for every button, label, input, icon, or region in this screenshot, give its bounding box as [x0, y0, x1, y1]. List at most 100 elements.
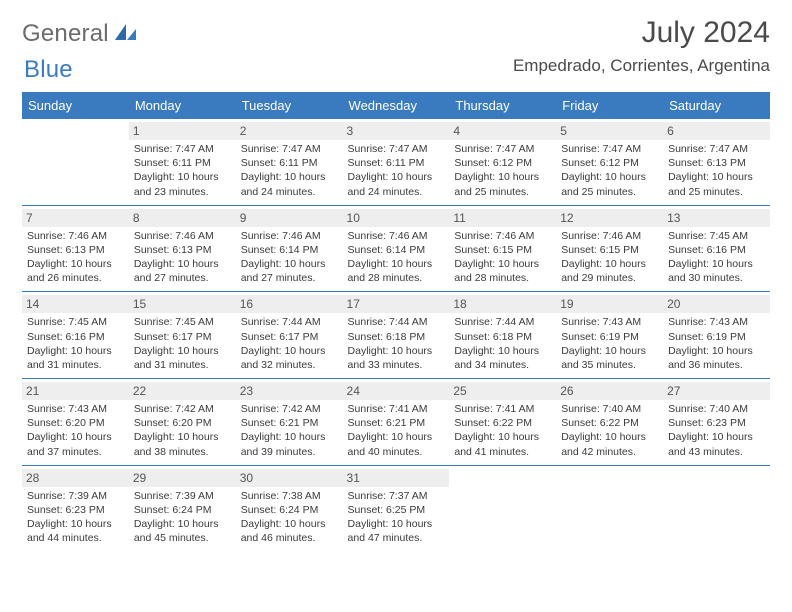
day-details: Sunrise: 7:43 AMSunset: 6:19 PMDaylight:…	[667, 315, 766, 372]
sunrise-line: Sunrise: 7:46 AM	[348, 229, 445, 243]
calendar-day-cell: 19Sunrise: 7:43 AMSunset: 6:19 PMDayligh…	[556, 292, 663, 379]
sunset-line: Sunset: 6:17 PM	[134, 330, 231, 344]
sunrise-line: Sunrise: 7:45 AM	[668, 229, 765, 243]
calendar-day-cell: 25Sunrise: 7:41 AMSunset: 6:22 PMDayligh…	[449, 379, 556, 466]
day-number: 15	[129, 295, 236, 313]
day-number: 13	[663, 209, 770, 227]
day-number: 11	[449, 209, 556, 227]
sunset-line: Sunset: 6:22 PM	[561, 416, 658, 430]
month-year-title: July 2024	[513, 16, 770, 50]
day-number: 16	[236, 295, 343, 313]
daylight-line: Daylight: 10 hours and 24 minutes.	[241, 170, 338, 198]
day-details: Sunrise: 7:38 AMSunset: 6:24 PMDaylight:…	[240, 489, 339, 546]
calendar-day-cell: 30 Sunrise: 7:38 AMSunset: 6:24 PMDayligh…	[236, 465, 343, 551]
sunrise-line: Sunrise: 7:44 AM	[454, 315, 551, 329]
sunset-line: Sunset: 6:22 PM	[454, 416, 551, 430]
calendar-day-cell: 13 Sunrise: 7:45 AMSunset: 6:16 PMDayligh…	[663, 205, 770, 292]
calendar-day-cell	[22, 119, 129, 206]
sunrise-line: Sunrise: 7:37 AM	[348, 489, 445, 503]
sunrise-line: Sunrise: 7:45 AM	[134, 315, 231, 329]
calendar-day-cell: 20Sunrise: 7:43 AMSunset: 6:19 PMDayligh…	[663, 292, 770, 379]
daylight-line: Daylight: 10 hours and 46 minutes.	[241, 517, 338, 545]
daylight-line: Daylight: 10 hours and 32 minutes.	[241, 344, 338, 372]
daylight-line: Daylight: 10 hours and 31 minutes.	[134, 344, 231, 372]
daylight-line: Daylight: 10 hours and 30 minutes.	[668, 257, 765, 285]
calendar-body: 1Sunrise: 7:47 AMSunset: 6:11 PMDaylight…	[22, 119, 770, 552]
sunset-line: Sunset: 6:11 PM	[134, 156, 231, 170]
sunrise-line: Sunrise: 7:47 AM	[348, 142, 445, 156]
daylight-line: Daylight: 10 hours and 27 minutes.	[134, 257, 231, 285]
day-number: 12	[556, 209, 663, 227]
day-details: Sunrise: 7:37 AMSunset: 6:25 PMDaylight:…	[347, 489, 446, 546]
brand-part2: Blue	[24, 56, 73, 83]
weekday-header: Tuesday	[236, 93, 343, 119]
day-number: 2	[236, 122, 343, 140]
daylight-line: Daylight: 10 hours and 25 minutes.	[454, 170, 551, 198]
day-number: 19	[556, 295, 663, 313]
day-number: 22	[129, 382, 236, 400]
calendar-day-cell	[449, 465, 556, 551]
sunset-line: Sunset: 6:19 PM	[561, 330, 658, 344]
sunset-line: Sunset: 6:15 PM	[454, 243, 551, 257]
calendar-day-cell: 12Sunrise: 7:46 AMSunset: 6:15 PMDayligh…	[556, 205, 663, 292]
day-number: 9	[236, 209, 343, 227]
day-number: 1	[129, 122, 236, 140]
calendar-day-cell: 27Sunrise: 7:40 AMSunset: 6:23 PMDayligh…	[663, 379, 770, 466]
sunset-line: Sunset: 6:16 PM	[668, 243, 765, 257]
day-number: 25	[449, 382, 556, 400]
calendar-day-cell: 26 Sunrise: 7:40 AMSunset: 6:22 PMDayligh…	[556, 379, 663, 466]
calendar-week-row: 21Sunrise: 7:43 AMSunset: 6:20 PMDayligh…	[22, 379, 770, 466]
sunset-line: Sunset: 6:12 PM	[561, 156, 658, 170]
calendar-day-cell: 21Sunrise: 7:43 AMSunset: 6:20 PMDayligh…	[22, 379, 129, 466]
day-number: 8	[129, 209, 236, 227]
day-number: 10	[343, 209, 450, 227]
sunrise-line: Sunrise: 7:46 AM	[27, 229, 124, 243]
calendar-day-cell: 9 Sunrise: 7:46 AMSunset: 6:14 PMDaylight…	[236, 205, 343, 292]
daylight-line: Daylight: 10 hours and 38 minutes.	[134, 430, 231, 458]
sunrise-line: Sunrise: 7:47 AM	[668, 142, 765, 156]
daylight-line: Daylight: 10 hours and 34 minutes.	[454, 344, 551, 372]
sunrise-line: Sunrise: 7:47 AM	[241, 142, 338, 156]
calendar-day-cell: 17 Sunrise: 7:44 AMSunset: 6:18 PMDayligh…	[343, 292, 450, 379]
day-number: 7	[22, 209, 129, 227]
calendar-week-row: 14Sunrise: 7:45 AMSunset: 6:16 PMDayligh…	[22, 292, 770, 379]
day-number: 5	[556, 122, 663, 140]
sunset-line: Sunset: 6:13 PM	[134, 243, 231, 257]
day-details: Sunrise: 7:46 AMSunset: 6:15 PMDaylight:…	[453, 229, 552, 286]
day-details: Sunrise: 7:39 AMSunset: 6:23 PMDaylight:…	[26, 489, 125, 546]
sunrise-line: Sunrise: 7:44 AM	[241, 315, 338, 329]
sunrise-line: Sunrise: 7:46 AM	[454, 229, 551, 243]
daylight-line: Daylight: 10 hours and 41 minutes.	[454, 430, 551, 458]
day-details: Sunrise: 7:44 AMSunset: 6:18 PMDaylight:…	[453, 315, 552, 372]
day-details: Sunrise: 7:46 AMSunset: 6:14 PMDaylight:…	[240, 229, 339, 286]
sunset-line: Sunset: 6:20 PM	[27, 416, 124, 430]
day-details: Sunrise: 7:44 AMSunset: 6:18 PMDaylight:…	[347, 315, 446, 372]
day-details: Sunrise: 7:40 AMSunset: 6:23 PMDaylight:…	[667, 402, 766, 459]
sunset-line: Sunset: 6:15 PM	[561, 243, 658, 257]
calendar-day-cell: 10Sunrise: 7:46 AMSunset: 6:14 PMDayligh…	[343, 205, 450, 292]
day-details: Sunrise: 7:40 AMSunset: 6:22 PMDaylight:…	[560, 402, 659, 459]
calendar-day-cell	[556, 465, 663, 551]
calendar-week-row: 28 Sunrise: 7:39 AMSunset: 6:23 PMDayligh…	[22, 465, 770, 551]
sunrise-line: Sunrise: 7:47 AM	[454, 142, 551, 156]
daylight-line: Daylight: 10 hours and 40 minutes.	[348, 430, 445, 458]
sunset-line: Sunset: 6:11 PM	[241, 156, 338, 170]
day-number: 17	[343, 295, 450, 313]
daylight-line: Daylight: 10 hours and 33 minutes.	[348, 344, 445, 372]
calendar-day-cell: 6Sunrise: 7:47 AMSunset: 6:13 PMDaylight…	[663, 119, 770, 206]
weekday-header: Friday	[556, 93, 663, 119]
sunrise-line: Sunrise: 7:41 AM	[348, 402, 445, 416]
daylight-line: Daylight: 10 hours and 37 minutes.	[27, 430, 124, 458]
day-number: 30	[236, 469, 343, 487]
sunset-line: Sunset: 6:21 PM	[241, 416, 338, 430]
sunset-line: Sunset: 6:18 PM	[454, 330, 551, 344]
day-number: 26	[556, 382, 663, 400]
day-details: Sunrise: 7:47 AMSunset: 6:11 PMDaylight:…	[240, 142, 339, 199]
day-details: Sunrise: 7:39 AMSunset: 6:24 PMDaylight:…	[133, 489, 232, 546]
sunrise-line: Sunrise: 7:44 AM	[348, 315, 445, 329]
sunrise-line: Sunrise: 7:46 AM	[561, 229, 658, 243]
brand-part1: General	[22, 20, 109, 48]
sunset-line: Sunset: 6:17 PM	[241, 330, 338, 344]
day-number: 28	[22, 469, 129, 487]
sunset-line: Sunset: 6:13 PM	[27, 243, 124, 257]
